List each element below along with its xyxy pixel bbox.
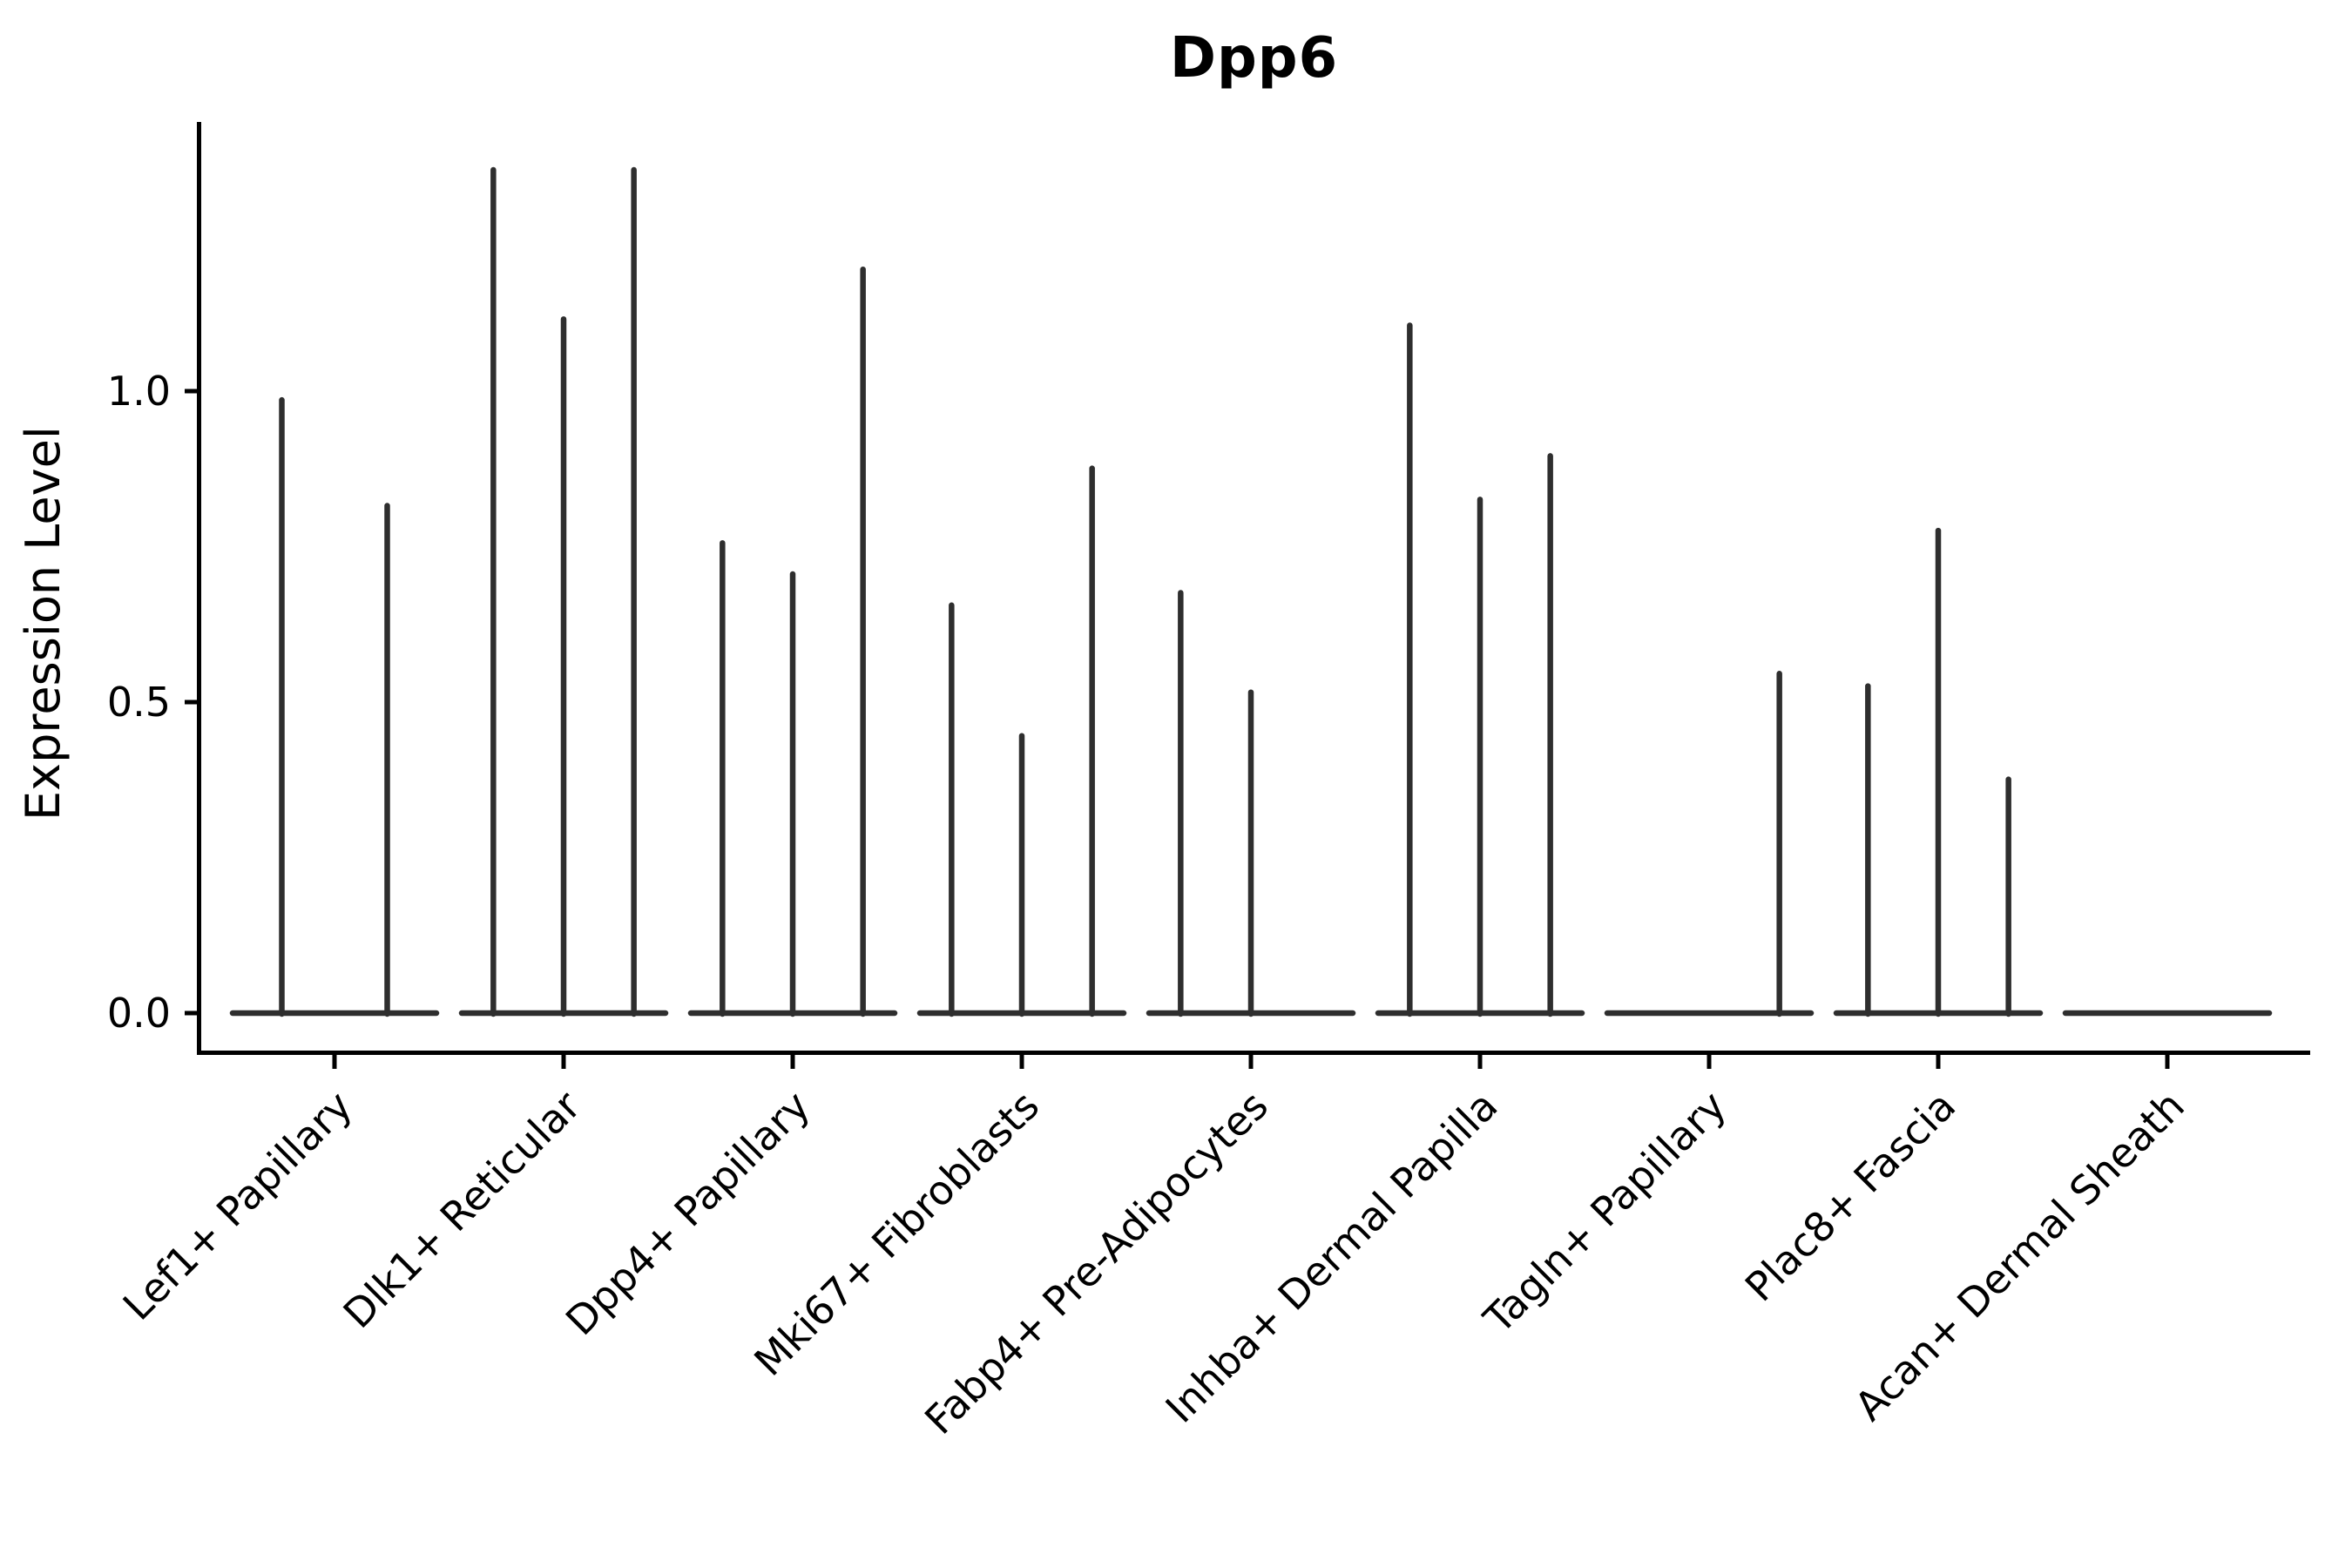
y-tick-label: 0.5 — [107, 679, 171, 726]
y-tick-label: 1.0 — [107, 368, 171, 415]
plot-title: Dpp6 — [1169, 26, 1339, 91]
y-tick-label: 0.0 — [107, 990, 171, 1037]
